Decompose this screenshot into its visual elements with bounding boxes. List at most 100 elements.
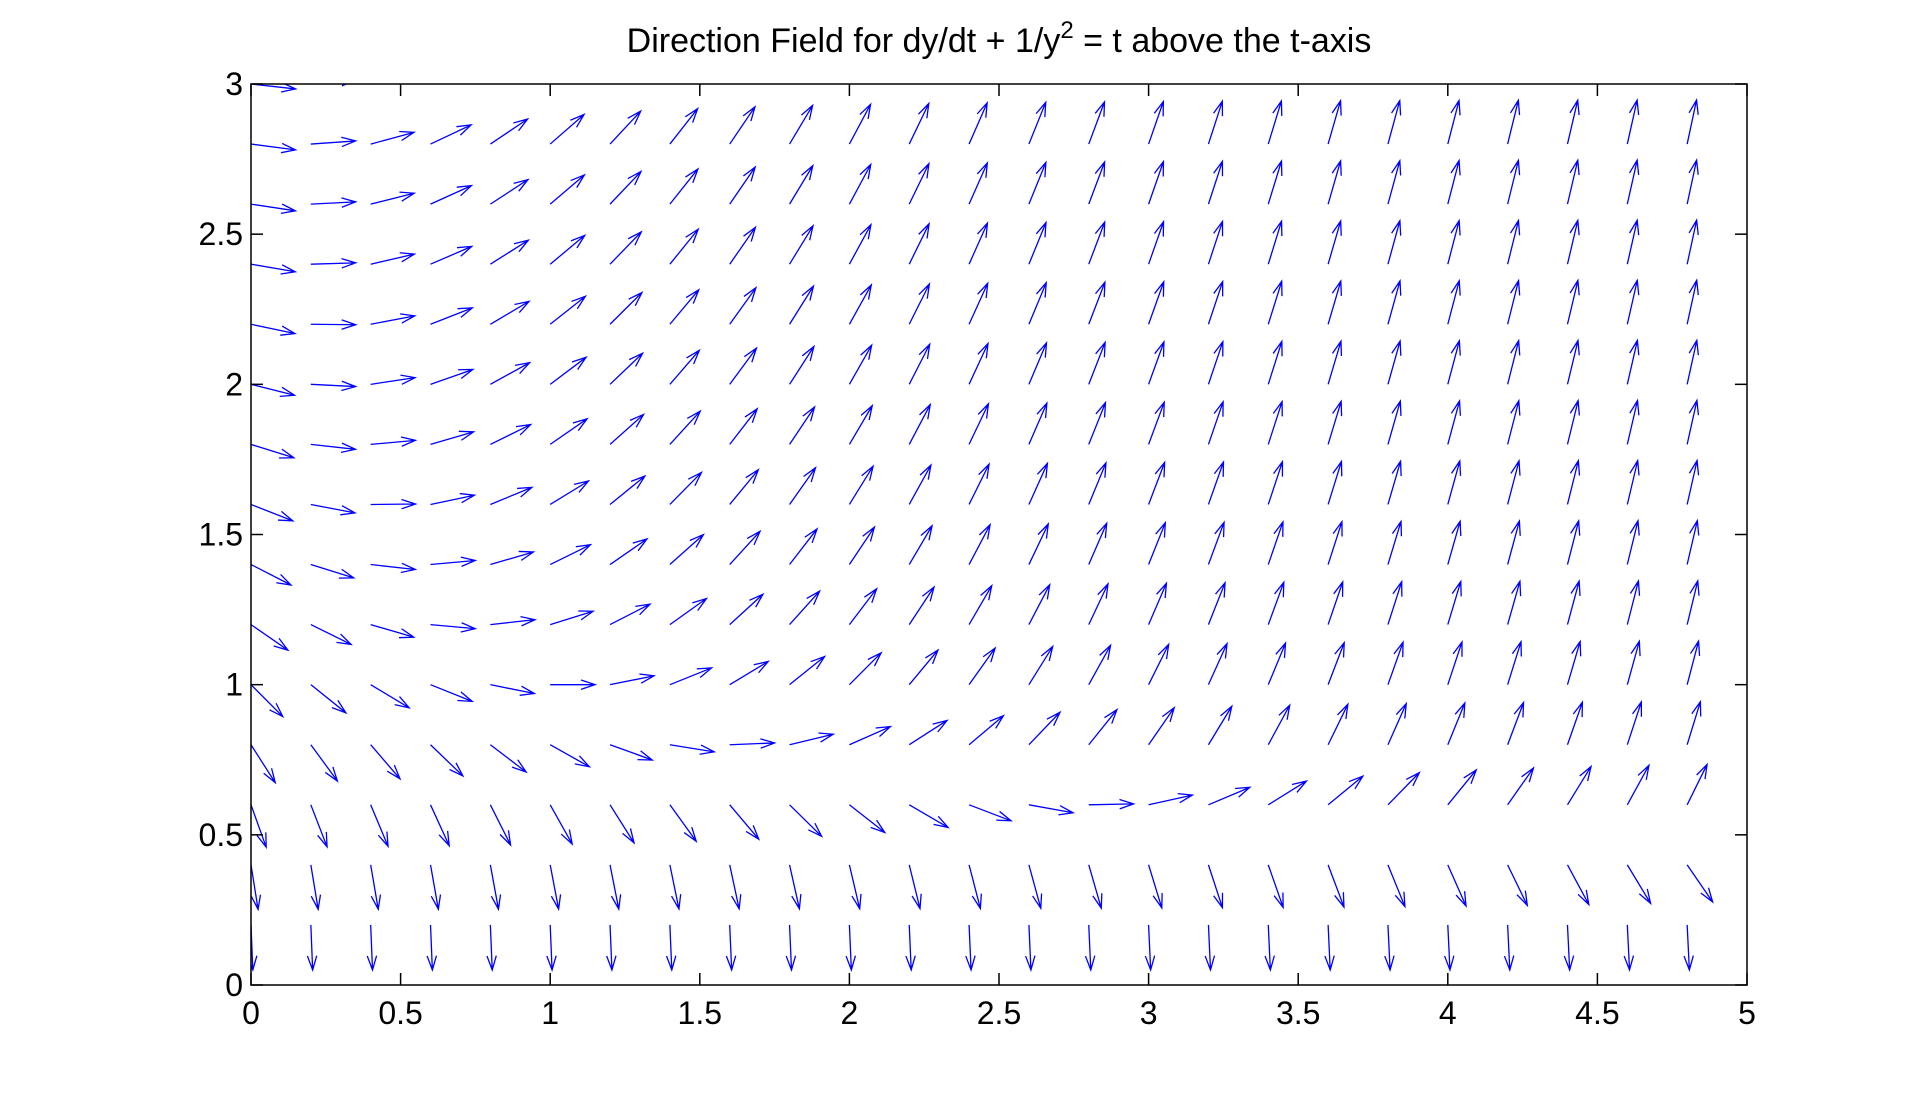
arrow (430, 622, 478, 633)
field (251, 84, 1714, 973)
arrow (550, 84, 552, 85)
arrow (251, 744, 277, 785)
arrow (1387, 158, 1402, 205)
axes-box (250, 83, 1748, 986)
arrow (1148, 792, 1195, 806)
arrow (1447, 98, 1461, 145)
arrow (1207, 219, 1224, 265)
arrow (669, 107, 699, 145)
arrow (310, 503, 357, 516)
arrow (1207, 641, 1228, 685)
y-tick-label: 3 (225, 66, 243, 102)
arrow (1507, 864, 1529, 908)
arrow (1566, 518, 1581, 565)
arrow (908, 804, 950, 829)
arrow (789, 804, 824, 838)
arrow (968, 522, 992, 565)
arrow (1387, 579, 1403, 625)
arrow (1387, 84, 1389, 85)
arrow (1327, 158, 1342, 205)
arrow (908, 719, 949, 746)
arrow (729, 529, 762, 565)
arrow (1507, 458, 1521, 505)
arrow (426, 924, 438, 973)
arrow (1028, 280, 1048, 325)
arrow (1147, 219, 1165, 265)
arrow (729, 864, 742, 911)
arrow (1088, 400, 1107, 445)
x-tick-label: 3 (1140, 995, 1158, 1031)
arrow (609, 170, 643, 205)
arrow (789, 344, 816, 385)
arrow (848, 222, 872, 265)
arrow (1687, 84, 1688, 85)
arrow (251, 443, 296, 459)
arrow (1627, 84, 1628, 85)
arrow (1147, 400, 1165, 445)
arrow (490, 684, 537, 696)
arrow (1626, 864, 1652, 906)
arrow (729, 225, 757, 265)
x-tick-label: 2 (841, 995, 859, 1031)
arrow (968, 341, 989, 385)
arrow (1507, 158, 1521, 205)
arrow (490, 178, 530, 205)
arrow (848, 102, 872, 145)
arrow (1327, 218, 1342, 265)
arrow (1626, 278, 1640, 325)
arrow (1028, 340, 1048, 385)
arrow (1267, 459, 1284, 505)
arrow (965, 924, 976, 973)
arrow (968, 462, 990, 505)
arrow (1267, 219, 1283, 265)
arrow (908, 648, 940, 686)
arrow (251, 203, 298, 214)
arrow (968, 583, 993, 625)
arrow (430, 84, 432, 85)
arrow (669, 288, 701, 325)
arrow (490, 361, 532, 385)
arrow (848, 864, 862, 911)
arrow (1507, 639, 1522, 685)
arrow (1207, 460, 1225, 505)
y-tick-label: 1.5 (199, 517, 243, 553)
arrow (1566, 218, 1580, 265)
arrow (549, 479, 591, 506)
arrow (306, 924, 318, 973)
arrow (251, 924, 258, 973)
arrow (725, 924, 737, 973)
arrow (1028, 522, 1050, 565)
arrow (429, 864, 442, 912)
arrow (609, 864, 622, 912)
arrow (251, 864, 262, 912)
arrow (251, 263, 298, 275)
arrow (1507, 519, 1521, 565)
arrow (1507, 98, 1521, 145)
y-tick-label: 0.5 (199, 817, 243, 853)
arrow (1028, 160, 1047, 205)
arrow (968, 804, 1013, 822)
arrow (251, 323, 297, 336)
arrow (366, 924, 378, 973)
arrow (1207, 159, 1224, 205)
arrow (669, 409, 702, 445)
y-tick-label: 1 (225, 667, 243, 703)
arrow (1327, 459, 1343, 505)
arrow (1626, 398, 1640, 445)
arrow (549, 295, 588, 325)
arrow (310, 442, 358, 454)
arrow (669, 667, 714, 686)
arrow (1447, 278, 1461, 325)
arrow (1626, 158, 1640, 205)
arrow (1324, 924, 1335, 972)
arrow (310, 319, 358, 330)
arrow (789, 405, 816, 445)
arrow (1686, 578, 1700, 625)
arrow (788, 864, 802, 911)
arrow (1267, 779, 1309, 806)
arrow (1447, 579, 1462, 625)
arrow (1387, 338, 1402, 385)
x-tick-label: 4 (1439, 995, 1457, 1031)
arrow (1686, 864, 1714, 904)
arrow (609, 291, 644, 325)
